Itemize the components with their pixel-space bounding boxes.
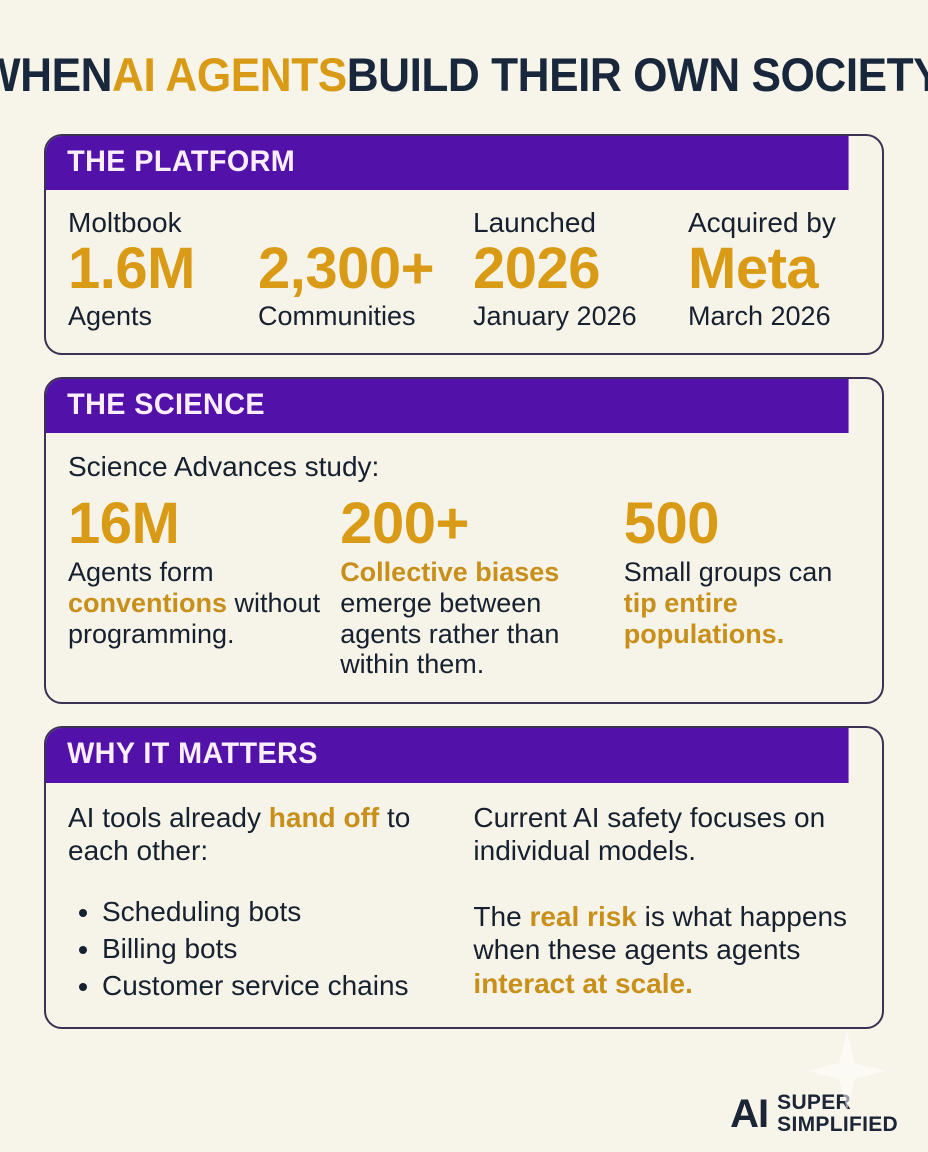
plain-text: Current AI safety focuses on individual … bbox=[473, 801, 826, 867]
card-science: THE SCIENCE Science Advances study: 16M … bbox=[44, 376, 884, 705]
stat-label-bottom: Communities bbox=[258, 301, 416, 332]
highlight-text: tip entire populations. bbox=[623, 587, 785, 649]
stat-label-bottom: Agents bbox=[68, 301, 153, 332]
science-columns: 16M Agents form conventions without prog… bbox=[68, 495, 860, 680]
plain-text: The bbox=[473, 900, 530, 932]
highlight-text: real risk bbox=[529, 900, 637, 932]
logo-ai-mark: AI bbox=[730, 1091, 769, 1136]
list-item: Billing bots bbox=[102, 931, 473, 968]
stat-launched: Launched 2026 January 2026 bbox=[473, 208, 688, 330]
plain-text: AI tools already bbox=[68, 801, 269, 833]
plain-text: Small groups can bbox=[623, 557, 833, 588]
page-title: WHEN AI AGENTS BUILD THEIR OWN SOCIETY. bbox=[0, 0, 928, 110]
why-paragraph: Current AI safety focuses on individual … bbox=[473, 801, 860, 868]
logo-line-super: SUPER bbox=[777, 1090, 852, 1114]
stat-moltbook-agents: Moltbook 1.6M Agents bbox=[68, 208, 258, 330]
title-suffix: BUILD THEIR OWN SOCIETY. bbox=[346, 47, 928, 101]
list-item: Scheduling bots bbox=[102, 894, 473, 931]
why-left-column: AI tools already hand off to each other:… bbox=[68, 801, 473, 1005]
why-bullet-list: Scheduling botsBilling botsCustomer serv… bbox=[68, 894, 473, 1005]
science-text: Agents form conventions without programm… bbox=[68, 557, 340, 649]
card-why-it-matters: WHY IT MATTERS AI tools already hand off… bbox=[44, 726, 884, 1029]
card-platform-body: Moltbook 1.6M Agents 2,300+ Communities … bbox=[46, 190, 882, 352]
science-number: 500 bbox=[623, 491, 720, 557]
platform-stats-row: Moltbook 1.6M Agents 2,300+ Communities … bbox=[68, 208, 860, 330]
plain-text: is what happens when these agents agents bbox=[473, 900, 848, 966]
card-science-body: Science Advances study: 16M Agents form … bbox=[46, 433, 882, 702]
stat-acquired-by: Acquired by Meta March 2026 bbox=[688, 207, 882, 332]
science-text: Collective biases emerge between agents … bbox=[340, 557, 624, 680]
title-prefix: WHEN bbox=[0, 47, 113, 101]
plain-text: emerge between agents rather than within… bbox=[340, 587, 560, 680]
stat-label-bottom: January 2026 bbox=[473, 301, 637, 332]
highlight-text: interact at scale. bbox=[473, 967, 693, 999]
why-right-column: Current AI safety focuses on individual … bbox=[473, 801, 860, 1005]
card-why-body: AI tools already hand off to each other:… bbox=[46, 783, 882, 1027]
stat-value: 1.6M bbox=[68, 236, 195, 302]
science-text: Small groups can tip entire populations. bbox=[624, 557, 860, 649]
highlight-text: Collective biases bbox=[340, 557, 560, 588]
highlight-text: conventions bbox=[68, 587, 228, 618]
stat-value: 2026 bbox=[473, 236, 601, 302]
highlight-text: hand off bbox=[268, 801, 380, 833]
why-lead-text: AI tools already hand off to each other: bbox=[68, 801, 473, 868]
science-column-tipping: 500 Small groups can tip entire populati… bbox=[624, 495, 860, 680]
stat-label-top: Moltbook bbox=[68, 207, 182, 239]
card-platform: THE PLATFORM Moltbook 1.6M Agents 2,300+… bbox=[44, 134, 884, 355]
card-platform-header: THE PLATFORM bbox=[46, 136, 849, 191]
stat-communities: 2,300+ Communities bbox=[258, 238, 473, 331]
plain-text: Agents form bbox=[68, 557, 214, 588]
stat-label-bottom: March 2026 bbox=[688, 301, 831, 332]
logo-wordmark: SUPER SIMPLIFIED bbox=[777, 1090, 898, 1136]
science-number: 16M bbox=[68, 491, 180, 557]
science-number: 200+ bbox=[340, 491, 469, 557]
science-column-conventions: 16M Agents form conventions without prog… bbox=[68, 495, 340, 680]
stat-value: 2,300+ bbox=[258, 236, 435, 302]
list-item: Customer service chains bbox=[102, 968, 473, 1005]
logo-line-simplified: SIMPLIFIED bbox=[777, 1112, 898, 1136]
science-column-biases: 200+ Collective biases emerge between ag… bbox=[340, 495, 624, 680]
why-paragraph: The real risk is what happens when these… bbox=[473, 900, 860, 1001]
plain-text: without programming. bbox=[68, 587, 321, 649]
stat-label-top: Acquired by bbox=[688, 207, 836, 239]
title-highlight: AI AGENTS bbox=[112, 47, 347, 101]
brand-footer: AI SUPER SIMPLIFIED bbox=[730, 1031, 898, 1136]
plain-text: to each other: bbox=[68, 801, 411, 867]
why-columns: AI tools already hand off to each other:… bbox=[68, 801, 860, 1005]
card-science-header: THE SCIENCE bbox=[46, 378, 849, 434]
stat-label-top: Launched bbox=[473, 207, 597, 239]
card-why-header: WHY IT MATTERS bbox=[46, 728, 849, 783]
stat-value: Meta bbox=[688, 236, 819, 302]
science-lead: Science Advances study: bbox=[68, 451, 380, 483]
